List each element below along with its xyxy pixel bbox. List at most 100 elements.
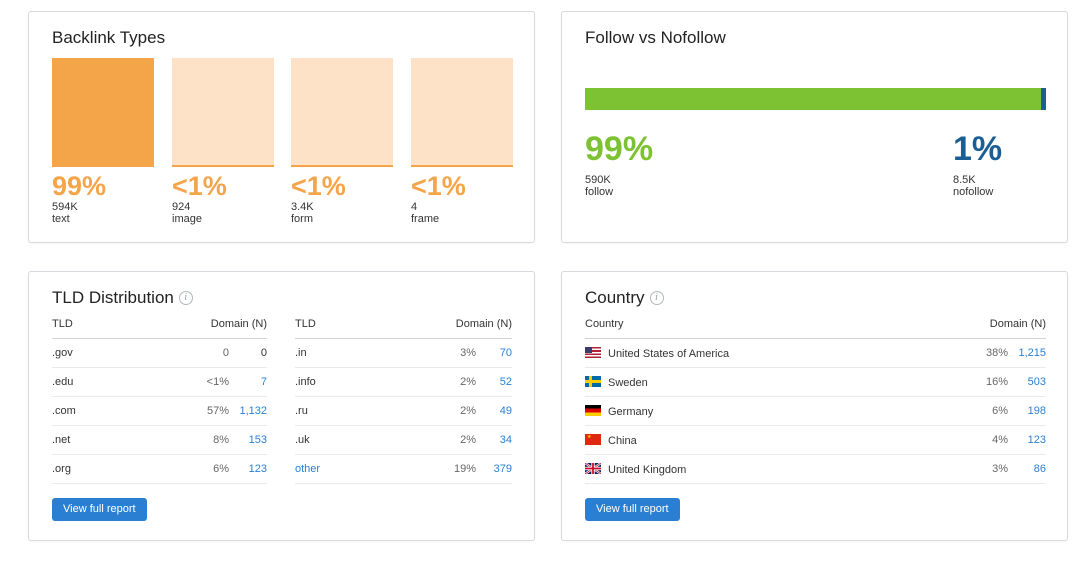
cn-flag-icon: ★ [585,433,601,445]
country-count-link[interactable]: 198 [1027,405,1046,417]
info-icon[interactable]: i [178,291,193,305]
domain-column-header[interactable]: Domain (N) [989,318,1046,330]
backlink-types-title-text: Backlink Types [52,28,166,47]
tld-other-link[interactable]: other [295,463,321,475]
backlink-type-bar [172,58,274,167]
domain-column-header[interactable]: Domain (N) [210,318,267,330]
backlink-type-form[interactable]: <1% 3.4K form [291,58,393,225]
country-cell: United States of America [585,346,968,360]
follow-nofollow-title-text: Follow vs Nofollow [585,28,726,47]
nofollow-segment [1041,88,1046,110]
follow-label: follow [585,186,614,198]
table-row: .uk 2% 34 [295,426,512,455]
table-row: .net 8% 153 [52,426,267,455]
country-cell: Germany [585,404,968,418]
tld-count-link[interactable]: 52 [499,376,512,388]
country-count-link[interactable]: 123 [1027,434,1046,446]
domain-column-header[interactable]: Domain (N) [455,318,512,330]
table-header: Country Domain (N) [585,313,1046,339]
table-row: .in 3% 70 [295,339,512,368]
table-row: United Kingdom 3% 86 [585,455,1046,484]
table-row: .gov 0 0 [52,339,267,368]
tld-pct: <1% [206,376,229,388]
country-name: Germany [608,405,654,418]
tld-column-header: TLD [295,318,316,330]
tld-count-link[interactable]: 1,132 [239,405,267,417]
backlink-type-count: 594K [52,201,78,213]
backlink-type-bar [52,58,154,167]
country-count-link[interactable]: 86 [1033,463,1046,475]
table-row: .info 2% 52 [295,368,512,397]
backlink-type-bar [291,58,393,167]
table-row: United States of America 38% 1,215 [585,339,1046,368]
tld-count-link[interactable]: 153 [248,434,267,446]
table-row: other 19% 379 [295,455,512,484]
follow-count: 590K [585,174,611,186]
tld-distribution-title: TLD Distribution i [52,288,193,308]
view-full-report-button[interactable]: View full report [585,498,680,521]
backlink-type-label: text [52,213,70,225]
tld-count-link[interactable]: 49 [499,405,512,417]
backlink-type-pct: <1% [411,171,466,201]
table-row: Sweden 16% 503 [585,368,1046,397]
tld-count-link[interactable]: 379 [493,463,512,475]
table-row: .org 6% 123 [52,455,267,484]
tld-count-link[interactable]: 7 [260,376,267,388]
country-name: Sweden [608,376,648,389]
tld-pct: 2% [460,405,476,417]
country-pct: 3% [992,463,1008,475]
country-pct: 6% [992,405,1008,417]
tld-name: .ru [295,405,308,417]
backlink-type-count: 924 [172,201,191,213]
tld-pct: 2% [460,376,476,388]
table-row: .com 57% 1,132 [52,397,267,426]
view-full-report-button[interactable]: View full report [52,498,147,521]
country-count-link[interactable]: 1,215 [1018,347,1046,359]
table-row: ★ China 4% 123 [585,426,1046,455]
nofollow-pct: 1% [953,130,1003,168]
se-flag-icon [585,375,601,387]
backlink-types-title: Backlink Types [52,28,165,48]
backlink-type-label: image [172,213,202,225]
country-cell: Sweden [585,375,968,389]
country-count-link[interactable]: 503 [1027,376,1046,388]
tld-pct: 6% [213,463,229,475]
backlink-type-text[interactable]: 99% 594K text [52,58,154,225]
table-row: .edu <1% 7 [52,368,267,397]
tld-count-link[interactable]: 34 [499,434,512,446]
country-name: China [608,434,637,447]
tld-count: 0 [260,347,267,359]
tld-count-link[interactable]: 70 [499,347,512,359]
de-flag-icon [585,404,601,416]
backlink-type-count: 3.4K [291,201,314,213]
backlink-type-pct: <1% [291,171,346,201]
follow-stat: 99% 590K follow [585,130,653,198]
country-name: United States of America [608,347,730,360]
tld-count-link[interactable]: 123 [248,463,267,475]
country-panel: Country i Country Domain (N) United Stat… [561,271,1068,541]
country-cell: United Kingdom [585,462,968,476]
tld-pct: 19% [453,463,476,475]
follow-nofollow-title: Follow vs Nofollow [585,28,726,48]
country-pct: 4% [992,434,1008,446]
country-name: United Kingdom [608,463,687,476]
table-header: TLD Domain (N) [52,313,267,339]
country-column-header: Country [585,318,624,330]
us-flag-icon [585,346,601,358]
backlink-type-bar [411,58,513,167]
backlink-type-pct: <1% [172,171,227,201]
country-title-text: Country [585,288,645,307]
backlink-type-image[interactable]: <1% 924 image [172,58,274,225]
backlink-type-frame[interactable]: <1% 4 frame [411,58,513,225]
info-icon[interactable]: i [649,291,664,305]
tld-table-right: TLD Domain (N) .in 3% 70 .info 2% 52 .ru… [295,313,512,484]
country-pct: 38% [985,347,1008,359]
tld-pct: 8% [213,434,229,446]
tld-pct: 3% [460,347,476,359]
backlink-type-count: 4 [411,201,418,213]
tld-name: .gov [52,347,73,359]
backlink-type-label: frame [411,213,440,225]
tld-name: .uk [295,434,310,446]
country-table: Country Domain (N) United States of Amer… [585,313,1046,484]
follow-ratio-bar[interactable] [585,88,1046,110]
